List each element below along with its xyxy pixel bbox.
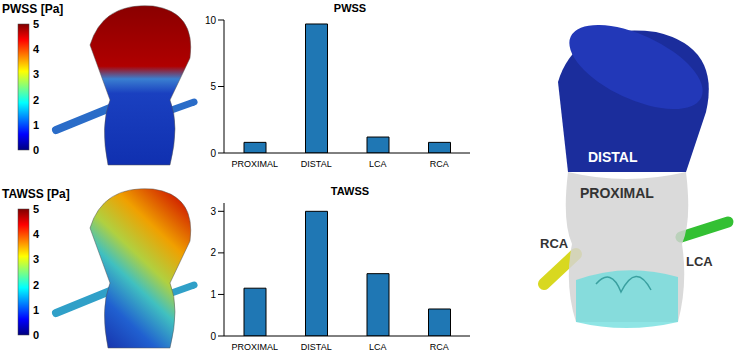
svg-text:3: 3 bbox=[33, 68, 39, 80]
svg-text:2: 2 bbox=[33, 94, 39, 106]
svg-text:5: 5 bbox=[33, 18, 39, 30]
svg-text:RCA: RCA bbox=[540, 236, 569, 251]
svg-text:DISTAL: DISTAL bbox=[301, 342, 332, 352]
svg-text:0: 0 bbox=[210, 148, 216, 159]
svg-text:4: 4 bbox=[33, 43, 40, 55]
svg-text:5: 5 bbox=[33, 203, 39, 215]
svg-text:PWSS [Pa]: PWSS [Pa] bbox=[2, 2, 63, 16]
html-text:PWSS: PWSS bbox=[333, 2, 367, 14]
svg-text:2: 2 bbox=[210, 247, 216, 258]
svg-text:DISTAL: DISTAL bbox=[301, 159, 332, 169]
svg-text:3: 3 bbox=[33, 253, 39, 265]
svg-text:2: 2 bbox=[33, 279, 39, 291]
svg-text:PROXIMAL: PROXIMAL bbox=[580, 185, 654, 201]
svg-text:1: 1 bbox=[33, 119, 39, 131]
svg-text:TAWSS [Pa]: TAWSS [Pa] bbox=[2, 187, 70, 201]
svg-text:5: 5 bbox=[210, 81, 216, 92]
svg-text:1: 1 bbox=[33, 304, 39, 316]
svg-text:RCA: RCA bbox=[430, 159, 449, 169]
svg-text:DISTAL: DISTAL bbox=[588, 149, 638, 165]
svg-text:0: 0 bbox=[33, 329, 39, 341]
svg-text:LCA: LCA bbox=[369, 159, 387, 169]
svg-text:10: 10 bbox=[205, 15, 217, 26]
svg-text:4: 4 bbox=[33, 228, 40, 240]
svg-text:LCA: LCA bbox=[369, 342, 387, 352]
svg-text:0: 0 bbox=[210, 331, 216, 342]
svg-text:RCA: RCA bbox=[430, 342, 449, 352]
svg-text:LCA: LCA bbox=[686, 254, 713, 269]
svg-text:3: 3 bbox=[210, 206, 216, 217]
svg-text:PROXIMAL: PROXIMAL bbox=[231, 342, 278, 352]
html-text:TAWSS: TAWSS bbox=[330, 185, 370, 197]
svg-text:PROXIMAL: PROXIMAL bbox=[231, 159, 278, 169]
svg-text:1: 1 bbox=[210, 289, 216, 300]
svg-text:0: 0 bbox=[33, 144, 39, 156]
